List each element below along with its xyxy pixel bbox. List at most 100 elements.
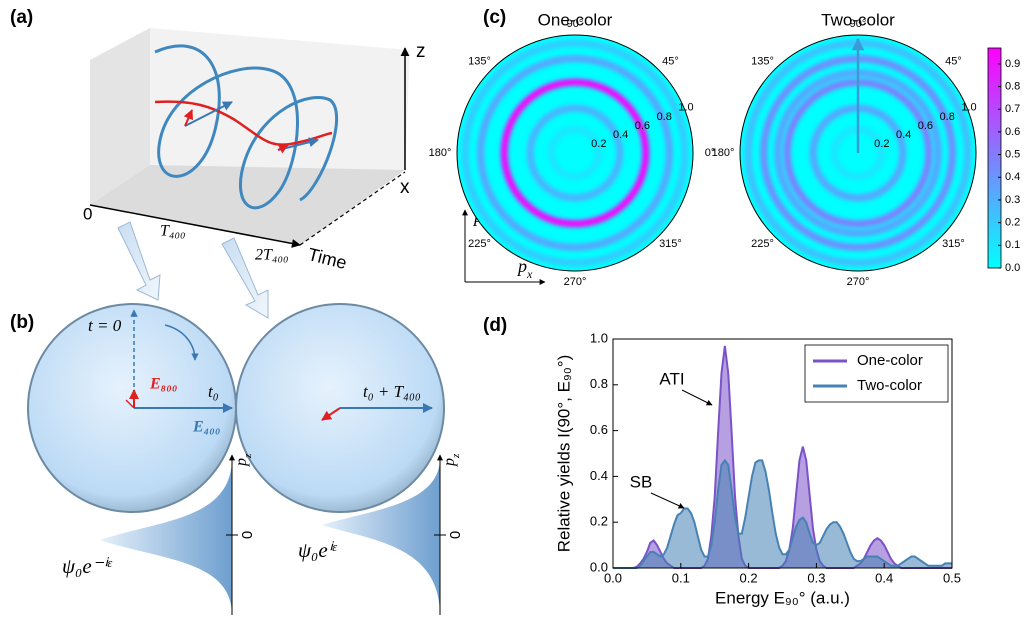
wavepacket — [322, 458, 440, 615]
panel-label: (a) — [10, 7, 33, 28]
angle-label: 90° — [850, 18, 867, 30]
ring — [526, 104, 624, 202]
colorbar-label: 0.6 — [1005, 126, 1020, 138]
block-arrow — [117, 221, 161, 301]
annotation-arrow — [650, 492, 685, 509]
angle-label: 0° — [705, 147, 716, 159]
box-side — [90, 28, 150, 205]
angle-label: 45° — [662, 56, 679, 68]
y-tick-label: 1.0 — [590, 330, 608, 345]
time-label: t = 0 — [88, 316, 122, 335]
panel-c: (c) pz px One-color0°45°90°135°180°225°2… — [429, 7, 1021, 288]
y-tick-label: 0.6 — [590, 422, 608, 437]
colorbar — [987, 47, 1002, 269]
y-tick-label: 0.2 — [590, 514, 608, 529]
time-label: t₀ — [208, 382, 219, 401]
x-tick-label: 0.3 — [807, 570, 825, 585]
ring — [477, 55, 673, 251]
field-arrow — [277, 144, 289, 154]
field-label: E₈₀₀ — [149, 376, 177, 393]
annotation-arrow — [681, 389, 713, 406]
tick-label: 0 — [447, 531, 464, 539]
axis-label: z — [416, 41, 426, 62]
polar-frame — [456, 34, 694, 272]
angle-label: 90° — [567, 18, 584, 30]
legend-label: One-color — [857, 352, 923, 369]
annotation: ATI — [659, 369, 684, 388]
angle-label: 270° — [564, 276, 587, 288]
annotation: SB — [630, 472, 653, 491]
x-tick-label: 0.4 — [875, 570, 893, 585]
polar-background — [457, 35, 693, 271]
radial-label: 0.6 — [918, 120, 933, 132]
panel-label: (c) — [483, 7, 506, 28]
x-tick-label: 0.2 — [740, 570, 758, 585]
polar-title: One-color — [538, 10, 613, 29]
axis-label: pz — [441, 453, 462, 467]
y-tick-label: 0.8 — [590, 376, 608, 391]
panel-d: (d) 0.0 0.1 0.2 0.3 0.4 0.5 0.0 0.2 0.4 0.6 0.8 1.0… — [483, 315, 961, 607]
angle-label: 315° — [659, 238, 682, 250]
red-trajectory — [154, 100, 333, 147]
field-arrow — [184, 101, 233, 127]
radial-label: 1.0 — [678, 102, 693, 114]
field-label: E₄₀₀ — [192, 419, 220, 436]
colorbar-label: 0.1 — [1005, 239, 1020, 251]
colorbar-label: 0.3 — [1005, 194, 1020, 206]
rotation-arrow — [164, 324, 199, 361]
wavepacket — [100, 458, 232, 615]
angle-label: 135° — [751, 56, 774, 68]
angle-label: 270° — [847, 276, 870, 288]
label-sub: z — [450, 453, 462, 459]
ring — [547, 125, 603, 181]
axis-label: pz — [233, 453, 254, 467]
label-sub: x — [526, 267, 533, 281]
colorbar-label: 0.0 — [1005, 262, 1020, 274]
x-tick-label: 0.0 — [604, 570, 622, 585]
label-main: p — [441, 458, 458, 467]
plot-frame — [612, 338, 953, 569]
panel-label: (d) — [483, 315, 507, 336]
colorbar-label: 0.5 — [1005, 149, 1020, 161]
label-sub: z — [242, 453, 254, 459]
e800-arrow — [321, 407, 341, 421]
panel-b: (b) t = 0 E₈₀₀ E₄₀₀ t₀ t₀ + T₄₀₀ pz pz 0… — [10, 303, 464, 615]
block-arrow — [221, 237, 269, 319]
x-axis — [299, 171, 406, 246]
colorbar-label: 0.2 — [1005, 217, 1020, 229]
tick-label: T₄₀₀ — [160, 223, 186, 240]
x-axis-label: Energy E₉₀° (a.u.) — [715, 588, 850, 607]
angle-label: 135° — [468, 56, 491, 68]
colorbar-label: 0.9 — [1005, 58, 1020, 70]
helix — [154, 44, 339, 210]
y-tick-label: 0.0 — [590, 559, 608, 574]
axis-label: px — [516, 256, 533, 281]
time-label: t₀ + T₄₀₀ — [363, 382, 421, 401]
x-tick-label: 0.1 — [672, 570, 690, 585]
radial-label: 0.4 — [613, 129, 628, 141]
label-main: p — [516, 256, 527, 276]
angle-label: 225° — [468, 238, 491, 250]
tick-label: 2T₄₀₀ — [255, 247, 289, 264]
axis-label: x — [400, 177, 410, 198]
tick-label: 0 — [83, 204, 92, 223]
field-arrow — [183, 109, 193, 127]
angle-label: 225° — [751, 238, 774, 250]
angle-label: 180° — [712, 147, 735, 159]
x-tick-label: 0.5 — [943, 570, 961, 585]
e800-arrow — [125, 399, 135, 409]
y-tick-label: 0.4 — [590, 468, 608, 483]
radial-label: 1.0 — [961, 102, 976, 114]
colorbar-label: 0.7 — [1005, 103, 1020, 115]
rings — [461, 39, 689, 267]
panel-label: (b) — [10, 312, 34, 333]
wavefunction: ψ₀eⁱᵋ — [298, 538, 337, 562]
area — [613, 460, 952, 568]
time-axis — [89, 204, 301, 248]
radial-label: 0.6 — [635, 120, 650, 132]
line — [613, 458, 952, 569]
label-main: p — [233, 458, 250, 467]
ring — [461, 39, 689, 267]
radial-label: 0.2 — [874, 138, 889, 150]
